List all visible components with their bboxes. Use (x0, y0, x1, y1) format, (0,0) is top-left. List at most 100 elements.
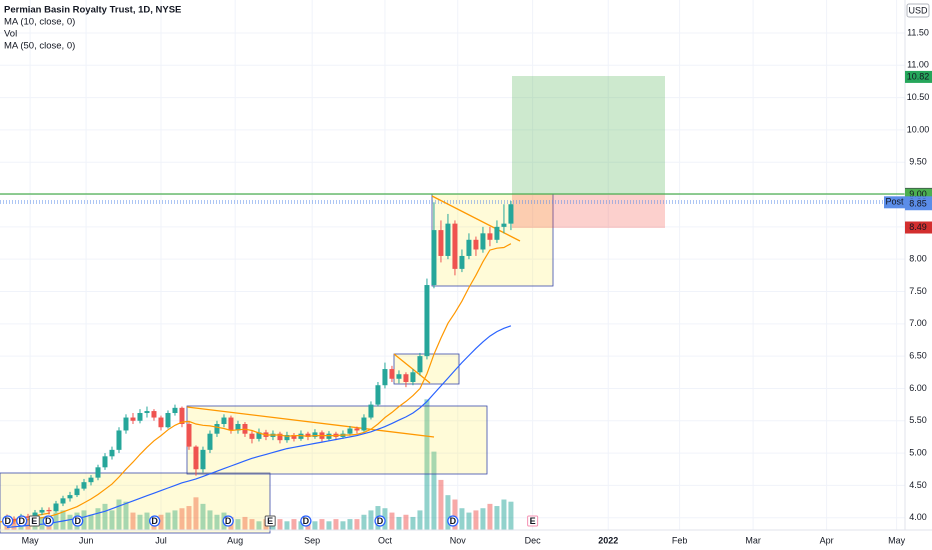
volume-bar (452, 499, 458, 530)
event-label: D (450, 516, 457, 526)
candle-body (452, 223, 458, 269)
volume-bar (53, 512, 59, 530)
candle-body (305, 433, 311, 437)
volume-bar (319, 519, 325, 530)
candle-body (46, 509, 52, 512)
candle-body (354, 428, 360, 431)
volume-bar (487, 503, 493, 530)
candle-body (256, 432, 262, 439)
drawings (0, 76, 905, 534)
volume-bar (424, 399, 430, 530)
event-marker (264, 515, 276, 527)
candle-body (480, 233, 486, 250)
event-label: D (377, 516, 384, 526)
volume-bar (88, 514, 94, 530)
candle-body (186, 424, 192, 447)
candle-body (25, 516, 31, 518)
y-tick-label: 10.50 (907, 92, 930, 102)
candle-body (200, 449, 206, 470)
price-label-bg (905, 70, 932, 83)
volume-bar (473, 510, 479, 530)
event-label: E (530, 516, 536, 526)
candle-body (102, 456, 108, 468)
candle-body (326, 433, 332, 439)
candle-body (228, 417, 234, 431)
volume-bar (130, 512, 136, 530)
volume-bar (298, 521, 304, 530)
volume-bar (494, 506, 500, 530)
event-marker (28, 515, 40, 527)
target-zone (512, 76, 665, 194)
candle-body (74, 488, 80, 496)
candle-body (438, 230, 444, 256)
candle-body (431, 230, 437, 286)
candle-body (193, 446, 199, 470)
event-marker (2, 515, 14, 527)
candle-body (508, 204, 514, 224)
candle-body (487, 233, 493, 240)
volume-bar (438, 479, 444, 530)
volume-bar (368, 510, 374, 530)
y-tick-label: 10.00 (907, 124, 930, 134)
y-tick-label: 4.50 (909, 480, 927, 490)
candle-body (151, 411, 157, 418)
y-tick-label: 5.00 (909, 447, 927, 457)
candle-body (417, 356, 423, 373)
x-tick-label: Apr (820, 535, 834, 545)
volume-bar (116, 499, 122, 530)
candle-body (165, 413, 171, 428)
volume-bar (25, 519, 31, 530)
event-marker (374, 515, 386, 527)
candle-body (368, 404, 374, 418)
y-tick-label: 11.50 (907, 27, 929, 37)
volume-bar (508, 501, 514, 530)
event-label: E (31, 516, 37, 526)
range-box (431, 193, 554, 287)
price-label: 10.82 (907, 71, 930, 81)
candle-body (459, 255, 465, 269)
candle-body (137, 413, 143, 421)
y-tick-label: 7.50 (909, 286, 927, 296)
candle-body (473, 239, 479, 250)
candle-body (284, 434, 290, 441)
event-marker (527, 515, 539, 527)
candle-body (32, 512, 38, 518)
volume-bar (39, 516, 45, 530)
event-label: D (225, 516, 232, 526)
volume-bar (501, 499, 507, 530)
volume-bar (256, 521, 262, 530)
x-tick-label: Jul (155, 535, 167, 545)
y-tick-label: 4.00 (909, 512, 927, 522)
chart-title: Permian Basin Royalty Trust, 1D, NYSE (4, 5, 181, 16)
volume-bar (242, 516, 248, 530)
candle-body (501, 223, 507, 227)
volume-bar (480, 508, 486, 530)
volume-bar (165, 512, 171, 530)
candle-body (81, 482, 87, 489)
x-tick-label: Dec (525, 535, 542, 545)
candle-body (396, 374, 402, 379)
y-tick-label: 6.50 (909, 351, 927, 361)
candle-body (214, 424, 220, 434)
candle-body (424, 285, 430, 357)
volume-bar (186, 506, 192, 530)
candle-body (298, 433, 304, 439)
range-box (186, 405, 488, 475)
volume-bar (354, 519, 360, 530)
volume-bar (235, 519, 241, 530)
candle-body (11, 519, 17, 521)
event-marker (72, 515, 84, 527)
volume-bar (466, 512, 472, 530)
volume-bar (67, 514, 73, 530)
volume-bar (123, 501, 129, 530)
volume-bar (60, 510, 66, 530)
currency-badge[interactable] (906, 3, 930, 18)
event-label: D (303, 516, 310, 526)
trend-line (431, 195, 521, 242)
event-marker (149, 515, 161, 527)
candle-body (144, 411, 150, 414)
candle-body (179, 407, 185, 424)
price-label: 8.49 (909, 222, 927, 232)
